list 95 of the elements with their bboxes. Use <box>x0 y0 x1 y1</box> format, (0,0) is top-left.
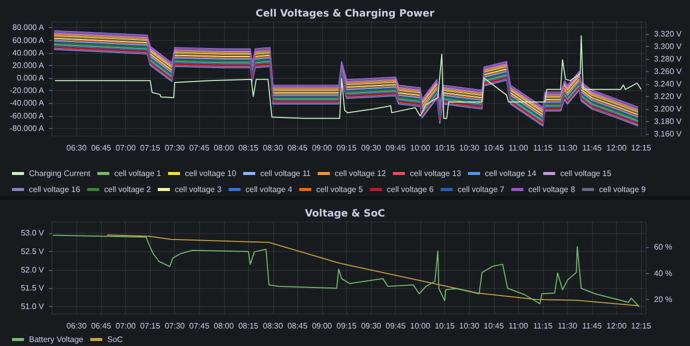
y-tick-label: -20.000 A <box>10 86 45 96</box>
x-tick-label: 12:15 <box>631 322 652 330</box>
y-tick-label: 20.000 A <box>12 60 45 70</box>
y-tick-label: 0.000 A <box>16 74 45 83</box>
x-tick-label: 06:45 <box>91 322 112 330</box>
x-tick-label: 08:15 <box>238 322 259 330</box>
legend-label: cell voltage 14 <box>485 169 537 178</box>
y2-tick-label: 3.300 V <box>654 42 682 51</box>
x-tick-label: 08:00 <box>214 144 234 152</box>
y-tick-label: 52.0 V <box>20 265 45 274</box>
x-tick-label: 07:30 <box>164 144 186 152</box>
legend-label: cell voltage 7 <box>458 185 505 194</box>
legend-label: cell voltage 16 <box>29 185 81 194</box>
legend-label: cell voltage 1 <box>114 169 162 178</box>
legend-label: cell voltage 6 <box>386 185 434 194</box>
x-tick-label: 11:30 <box>558 322 578 330</box>
legend-label: cell voltage 8 <box>528 185 576 194</box>
y-tick-label: 80.000 A <box>12 23 45 32</box>
x-tick-label: 06:30 <box>66 144 88 152</box>
x-tick-label: 08:30 <box>262 144 284 152</box>
legend-label: cell voltage 3 <box>174 185 222 194</box>
x-tick-label: 07:00 <box>116 144 136 152</box>
x-tick-label: 07:45 <box>189 322 210 330</box>
legend-label: cell voltage 4 <box>246 185 293 194</box>
y2-tick-label: 3.260 V <box>654 66 682 76</box>
y2-tick-label: 3.240 V <box>654 80 682 89</box>
y-tick-label: 51.0 V <box>20 302 45 312</box>
x-tick-label: 12:15 <box>631 144 652 152</box>
x-tick-label: 10:45 <box>484 144 504 152</box>
chart-title: Voltage & SoC <box>304 208 386 220</box>
y2-tick-label: 20 % <box>654 295 672 304</box>
x-tick-label: 08:45 <box>287 322 308 330</box>
x-tick-label: 09:15 <box>336 144 358 152</box>
y2-tick-label: 3.220 V <box>654 92 682 102</box>
x-tick-label: 09:45 <box>386 144 406 152</box>
y2-tick-label: 3.320 V <box>654 29 682 38</box>
x-tick-label: 09:30 <box>361 322 382 330</box>
legend-label: cell voltage 15 <box>560 169 612 178</box>
x-tick-label: 07:15 <box>140 144 161 152</box>
x-tick-label: 12:00 <box>606 144 628 152</box>
x-tick-label: 08:30 <box>262 322 284 330</box>
x-tick-label: 08:00 <box>214 322 234 330</box>
y2-tick-label: 3.280 V <box>654 54 682 64</box>
legend-label: cell voltage 11 <box>260 169 312 178</box>
x-tick-label: 06:45 <box>91 144 112 152</box>
legend-label: cell voltage 10 <box>185 169 237 178</box>
y-tick-label: 60.000 A <box>12 36 45 45</box>
y2-tick-label: 3.180 V <box>654 117 682 126</box>
y2-tick-label: 60 % <box>654 242 672 252</box>
x-tick-label: 11:00 <box>508 144 529 152</box>
x-tick-label: 11:45 <box>582 144 602 152</box>
y-tick-label: 52.5 V <box>20 246 45 256</box>
x-tick-label: 09:00 <box>312 322 333 330</box>
x-tick-label: 11:45 <box>582 322 602 330</box>
x-tick-label: 10:30 <box>459 144 480 152</box>
y-tick-label: -80.000 A <box>10 124 45 133</box>
x-tick-label: 07:15 <box>140 322 161 330</box>
y-tick-label: 53.0 V <box>20 228 45 238</box>
x-tick-label: 09:30 <box>361 144 382 152</box>
y2-tick-label: 3.160 V <box>654 130 682 139</box>
x-tick-label: 09:15 <box>336 322 358 330</box>
y-tick-label: 51.5 V <box>20 284 45 293</box>
legend-label: cell voltage 2 <box>104 185 152 194</box>
legend-label: Battery Voltage <box>29 335 84 344</box>
x-tick-label: 11:00 <box>508 322 529 330</box>
x-tick-label: 07:00 <box>116 322 136 330</box>
x-tick-label: 12:00 <box>606 322 628 330</box>
x-tick-label: 10:15 <box>434 322 456 330</box>
x-tick-label: 09:00 <box>312 144 333 152</box>
x-tick-label: 11:15 <box>533 322 554 330</box>
x-tick-label: 07:30 <box>164 322 186 330</box>
y2-tick-label: 3.200 V <box>654 104 682 114</box>
x-tick-label: 10:00 <box>410 322 431 330</box>
x-tick-label: 09:45 <box>386 322 406 330</box>
chart-title: Cell Voltages & Charging Power <box>256 8 434 20</box>
y-tick-label: -60.000 A <box>10 111 45 120</box>
legend-label: Charging Current <box>29 169 92 178</box>
x-tick-label: 10:45 <box>484 322 504 330</box>
legend-label: cell voltage 9 <box>599 185 646 194</box>
y-tick-label: -40.000 A <box>10 98 45 108</box>
x-tick-label: 08:15 <box>238 144 259 152</box>
x-tick-label: 08:45 <box>287 144 308 152</box>
legend-label: SoC <box>107 335 124 344</box>
x-tick-label: 10:00 <box>410 144 431 152</box>
x-tick-label: 10:30 <box>459 322 480 330</box>
legend-label: cell voltage 5 <box>316 185 364 194</box>
y-tick-label: 40.000 A <box>12 48 45 58</box>
x-tick-label: 06:30 <box>66 322 88 330</box>
x-tick-label: 11:30 <box>558 144 578 152</box>
legend-label: cell voltage 13 <box>410 169 462 178</box>
x-tick-label: 11:15 <box>533 144 554 152</box>
x-tick-label: 07:45 <box>189 144 210 152</box>
legend-label: cell voltage 12 <box>334 169 386 178</box>
y2-tick-label: 40 % <box>654 268 672 278</box>
x-tick-label: 10:15 <box>434 144 456 152</box>
